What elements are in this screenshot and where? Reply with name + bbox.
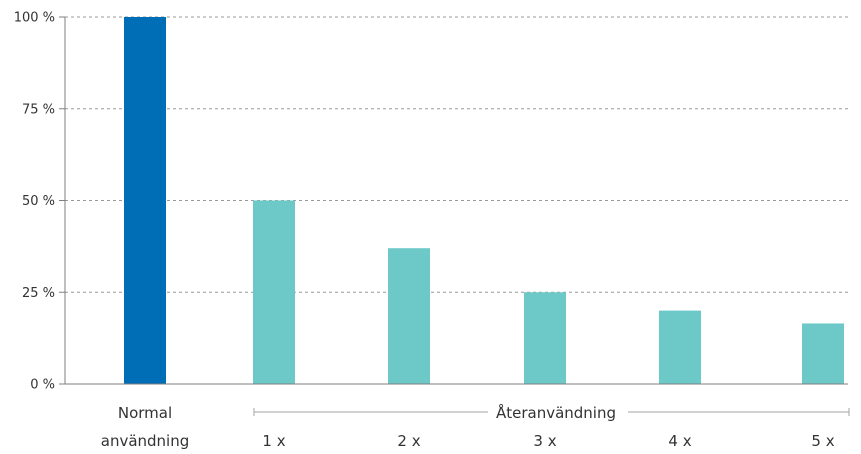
- y-tick-label-50: 50 %: [22, 194, 55, 209]
- y-tick-label-25: 25 %: [22, 286, 55, 301]
- bar-4: [524, 292, 566, 384]
- x-label-1-line-2: användning: [101, 432, 190, 450]
- bar-1: [124, 17, 166, 384]
- bar-6: [802, 323, 844, 384]
- x-label-6: 5 x: [811, 432, 834, 450]
- bar-2: [253, 200, 295, 384]
- bar-5: [659, 310, 701, 384]
- x-label-3: 2 x: [397, 432, 420, 450]
- gridlines: [65, 16, 848, 293]
- x-label-5: 4 x: [668, 432, 691, 450]
- bars: [124, 17, 844, 384]
- y-tick-label-100: 100 %: [14, 11, 55, 26]
- y-tick-label-0: 0 %: [30, 378, 55, 393]
- group-label: Återanvändning: [496, 403, 616, 422]
- x-label-1-line-1: Normal: [118, 404, 172, 422]
- bar-3: [388, 248, 430, 384]
- x-label-4: 3 x: [533, 432, 556, 450]
- labels: 0 % 25 % 50 % 75 % 100 % Normal användning 1 x 2…: [14, 11, 835, 451]
- y-tick-label-75: 75 %: [22, 102, 55, 117]
- axes: [59, 16, 850, 416]
- x-label-2: 1 x: [262, 432, 285, 450]
